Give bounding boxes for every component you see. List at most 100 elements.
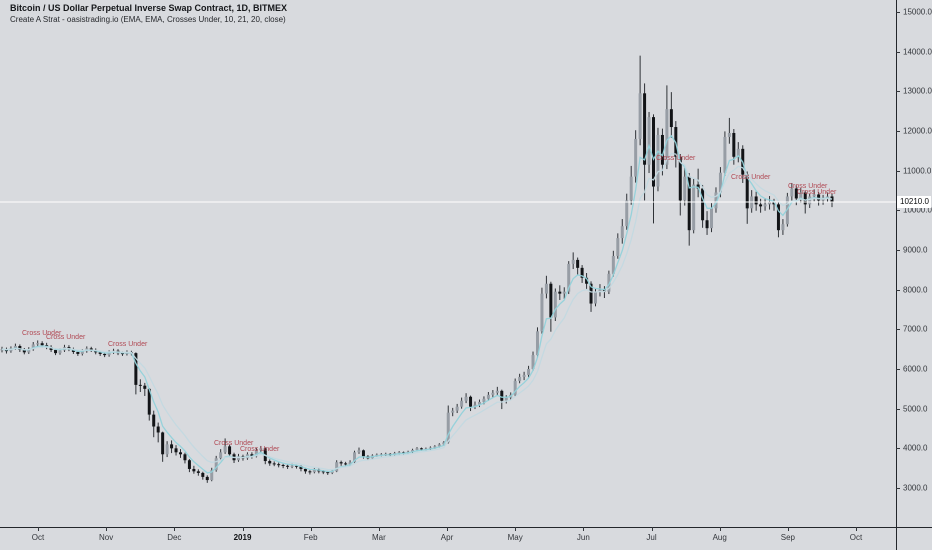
candle-body [638,93,642,139]
time-tick [106,527,108,531]
candle-body [58,350,62,354]
price-axis-label: 14000.0 [903,47,932,57]
time-tick [719,527,721,531]
price-axis-label: 15000.0 [903,7,932,17]
candle-body [22,349,26,353]
candle-body [214,458,218,471]
price-axis-label: 7000.0 [903,324,928,334]
candle-body [219,452,223,459]
candle-body [562,291,566,294]
candle-body [183,454,187,461]
candle-body [504,397,508,401]
price-axis-label: 11000.0 [903,166,932,176]
price-axis-line [896,0,897,550]
candle-body [736,148,740,157]
price-tick [896,488,900,489]
candle-body [205,476,209,481]
candle-body [348,462,352,465]
price-axis-label: 3000.0 [903,483,928,493]
candle-body [500,390,504,401]
time-axis-label: Mar [371,533,386,542]
candle-body [210,470,214,481]
last-price-label: 10210.0 [897,196,931,208]
candle-body [794,188,798,199]
candle-body [326,472,330,474]
price-tick [896,369,900,370]
candle-body [763,204,767,207]
candle-body [120,353,124,355]
cross-under-label: Cross Under [656,155,696,162]
candle-body [527,369,531,375]
candle-body [361,450,365,457]
candle-body [286,465,290,467]
time-tick [38,527,39,531]
time-tick [583,527,585,531]
price-tick [896,329,900,331]
candle-body [518,376,522,381]
candle-body [36,343,40,345]
candle-body [295,465,299,467]
candle-body [143,385,147,389]
time-axis-label: Aug [712,533,727,542]
candle-body [134,353,138,385]
candle-body [540,293,544,332]
candle-body [18,345,22,350]
indicator-title[interactable]: Create A Strat - oasistrading.io (EMA, E… [10,15,286,24]
candle-body [549,283,553,318]
cross-under-label: Cross Under [46,334,86,341]
time-axis-label: Oct [849,533,863,542]
candle-body [281,464,285,466]
time-axis-label: Apr [440,533,454,542]
candle-body [585,277,589,284]
candle-body [170,444,174,449]
time-axis-label: Oct [31,533,45,542]
time-tick [787,527,789,531]
candle-body [817,194,821,201]
price-axis-label: 9000.0 [903,245,928,255]
candle-body [701,188,705,221]
candle-body [228,446,232,455]
candle-body [759,204,763,207]
price-tick [896,170,900,172]
candle-body [803,192,807,205]
candle-body [13,345,17,349]
candle-body [522,374,526,377]
price-axis-label: 8000.0 [903,285,928,295]
candle-body [620,226,624,239]
price-tick [896,448,900,450]
price-axis-label: 13000.0 [903,86,932,96]
candle-body [710,208,714,229]
candle-body [290,465,294,467]
time-axis-label: Dec [167,533,182,542]
candle-body [254,450,258,457]
candle-body [598,289,602,292]
candle-body [535,331,539,356]
candle-body [469,396,473,407]
candle-body [495,390,499,393]
candle-body [411,449,415,452]
candle-body [415,448,419,450]
candle-body [714,192,718,209]
candle-body [165,444,169,455]
time-axis-label: Sep [780,533,795,542]
candle-body [152,414,156,427]
candle-body [473,404,477,407]
time-axis-label: Feb [303,533,318,542]
candle-body [629,176,633,201]
time-axis-label: Jul [646,533,657,542]
candle-body [607,273,611,292]
candle-body [312,469,316,473]
candle-body [335,462,339,472]
candle-body [669,109,673,128]
candle-body [54,349,58,354]
time-axis-label: May [507,533,523,542]
candle-body [89,348,93,350]
candle-body [433,446,437,448]
symbol-title[interactable]: Bitcoin / US Dollar Perpetual Inverse Sw… [10,3,288,13]
candle-body [634,138,638,177]
candle-body [174,448,178,453]
candle-body [705,220,709,229]
candle-body [250,454,254,457]
